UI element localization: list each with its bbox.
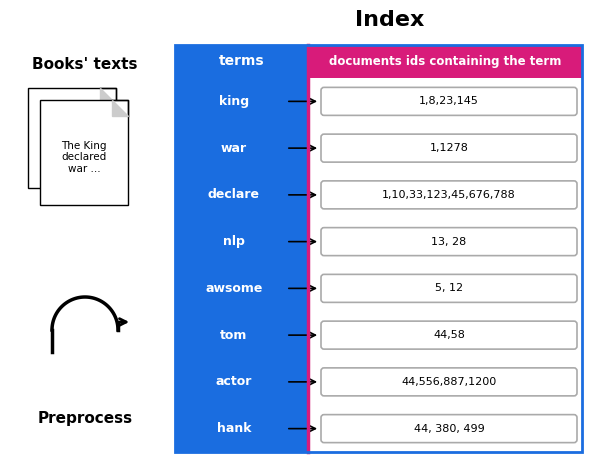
Bar <box>40 100 128 205</box>
FancyBboxPatch shape <box>321 181 577 209</box>
Text: 44,58: 44,58 <box>433 330 465 340</box>
Bar <box>308 45 582 452</box>
Text: Index: Index <box>355 10 425 30</box>
Text: actor: actor <box>216 375 252 388</box>
Text: 1,1278: 1,1278 <box>430 143 468 153</box>
Text: The King
declared
war ...: The King declared war ... <box>61 141 107 174</box>
FancyBboxPatch shape <box>182 181 286 209</box>
Bar <box>308 45 582 78</box>
FancyBboxPatch shape <box>182 414 286 443</box>
Text: king: king <box>219 95 249 108</box>
Text: 5, 12: 5, 12 <box>435 284 463 293</box>
Bar <box>28 88 116 188</box>
FancyBboxPatch shape <box>321 134 577 162</box>
Text: 44,556,887,1200: 44,556,887,1200 <box>401 377 496 387</box>
Bar <box>175 45 308 452</box>
FancyBboxPatch shape <box>321 228 577 256</box>
FancyBboxPatch shape <box>182 368 286 396</box>
Text: 1,10,33,123,45,676,788: 1,10,33,123,45,676,788 <box>382 190 516 200</box>
FancyBboxPatch shape <box>321 321 577 349</box>
Bar <box>175 45 308 78</box>
Text: Books' texts: Books' texts <box>32 58 138 72</box>
Text: Preprocess: Preprocess <box>37 410 133 426</box>
FancyBboxPatch shape <box>321 368 577 396</box>
Text: 13, 28: 13, 28 <box>432 236 466 247</box>
Text: awsome: awsome <box>206 282 263 295</box>
Text: war: war <box>221 142 247 154</box>
Text: documents ids containing the term: documents ids containing the term <box>329 55 561 68</box>
Text: hank: hank <box>217 422 251 435</box>
FancyBboxPatch shape <box>321 414 577 443</box>
FancyBboxPatch shape <box>182 134 286 162</box>
Polygon shape <box>100 88 116 104</box>
Polygon shape <box>112 100 128 116</box>
FancyBboxPatch shape <box>321 274 577 302</box>
FancyBboxPatch shape <box>182 228 286 256</box>
FancyBboxPatch shape <box>182 274 286 302</box>
FancyBboxPatch shape <box>321 88 577 115</box>
Text: tom: tom <box>221 329 248 342</box>
FancyBboxPatch shape <box>182 321 286 349</box>
Text: declare: declare <box>208 189 260 201</box>
Text: nlp: nlp <box>223 235 245 248</box>
Text: 44, 380, 499: 44, 380, 499 <box>413 424 484 434</box>
Bar <box>175 45 582 452</box>
FancyBboxPatch shape <box>182 88 286 115</box>
Text: 1,8,23,145: 1,8,23,145 <box>419 96 479 106</box>
Text: terms: terms <box>219 54 264 69</box>
